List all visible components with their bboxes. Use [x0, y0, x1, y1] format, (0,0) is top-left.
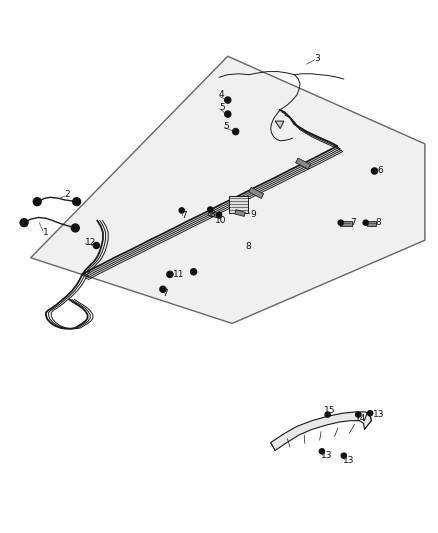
Text: 2: 2 [65, 190, 71, 199]
FancyBboxPatch shape [208, 211, 221, 219]
Circle shape [208, 207, 213, 212]
FancyBboxPatch shape [249, 188, 264, 198]
Text: 12: 12 [85, 238, 97, 247]
Circle shape [325, 412, 330, 417]
Polygon shape [271, 412, 371, 450]
Circle shape [20, 219, 28, 227]
Text: 8: 8 [245, 243, 251, 251]
Text: 13: 13 [321, 451, 332, 460]
Circle shape [367, 410, 373, 416]
Text: 8: 8 [376, 218, 381, 227]
Text: 10: 10 [215, 216, 226, 225]
Text: 4: 4 [219, 90, 225, 99]
Text: 7: 7 [350, 218, 356, 227]
Text: 7: 7 [181, 211, 187, 220]
FancyBboxPatch shape [367, 221, 376, 226]
Text: 14: 14 [355, 415, 366, 423]
Text: 5: 5 [223, 122, 229, 131]
FancyBboxPatch shape [296, 158, 311, 169]
FancyBboxPatch shape [235, 209, 245, 216]
Circle shape [179, 208, 184, 213]
Circle shape [33, 198, 41, 206]
Circle shape [225, 111, 231, 117]
Circle shape [363, 220, 368, 225]
Circle shape [93, 243, 99, 248]
Circle shape [233, 128, 239, 135]
Circle shape [356, 412, 361, 417]
Text: 13: 13 [373, 409, 385, 418]
Circle shape [338, 220, 343, 225]
Text: 8: 8 [209, 211, 215, 219]
Circle shape [341, 453, 346, 458]
Circle shape [167, 271, 173, 278]
Circle shape [160, 286, 166, 292]
Text: 7: 7 [162, 289, 168, 298]
Circle shape [73, 198, 81, 206]
Text: 1: 1 [43, 228, 49, 237]
Circle shape [216, 212, 222, 217]
Text: 6: 6 [378, 166, 383, 175]
Text: 5: 5 [219, 103, 225, 112]
Polygon shape [275, 121, 284, 128]
Text: 15: 15 [324, 406, 336, 415]
Circle shape [71, 224, 79, 232]
Text: 11: 11 [173, 270, 184, 279]
Circle shape [371, 168, 378, 174]
FancyBboxPatch shape [229, 196, 248, 213]
Text: 13: 13 [343, 456, 354, 465]
FancyBboxPatch shape [340, 221, 352, 226]
Text: 3: 3 [314, 54, 320, 63]
Circle shape [225, 97, 231, 103]
Circle shape [319, 449, 325, 454]
Circle shape [191, 269, 197, 275]
Polygon shape [31, 56, 425, 324]
Text: 9: 9 [251, 211, 256, 219]
